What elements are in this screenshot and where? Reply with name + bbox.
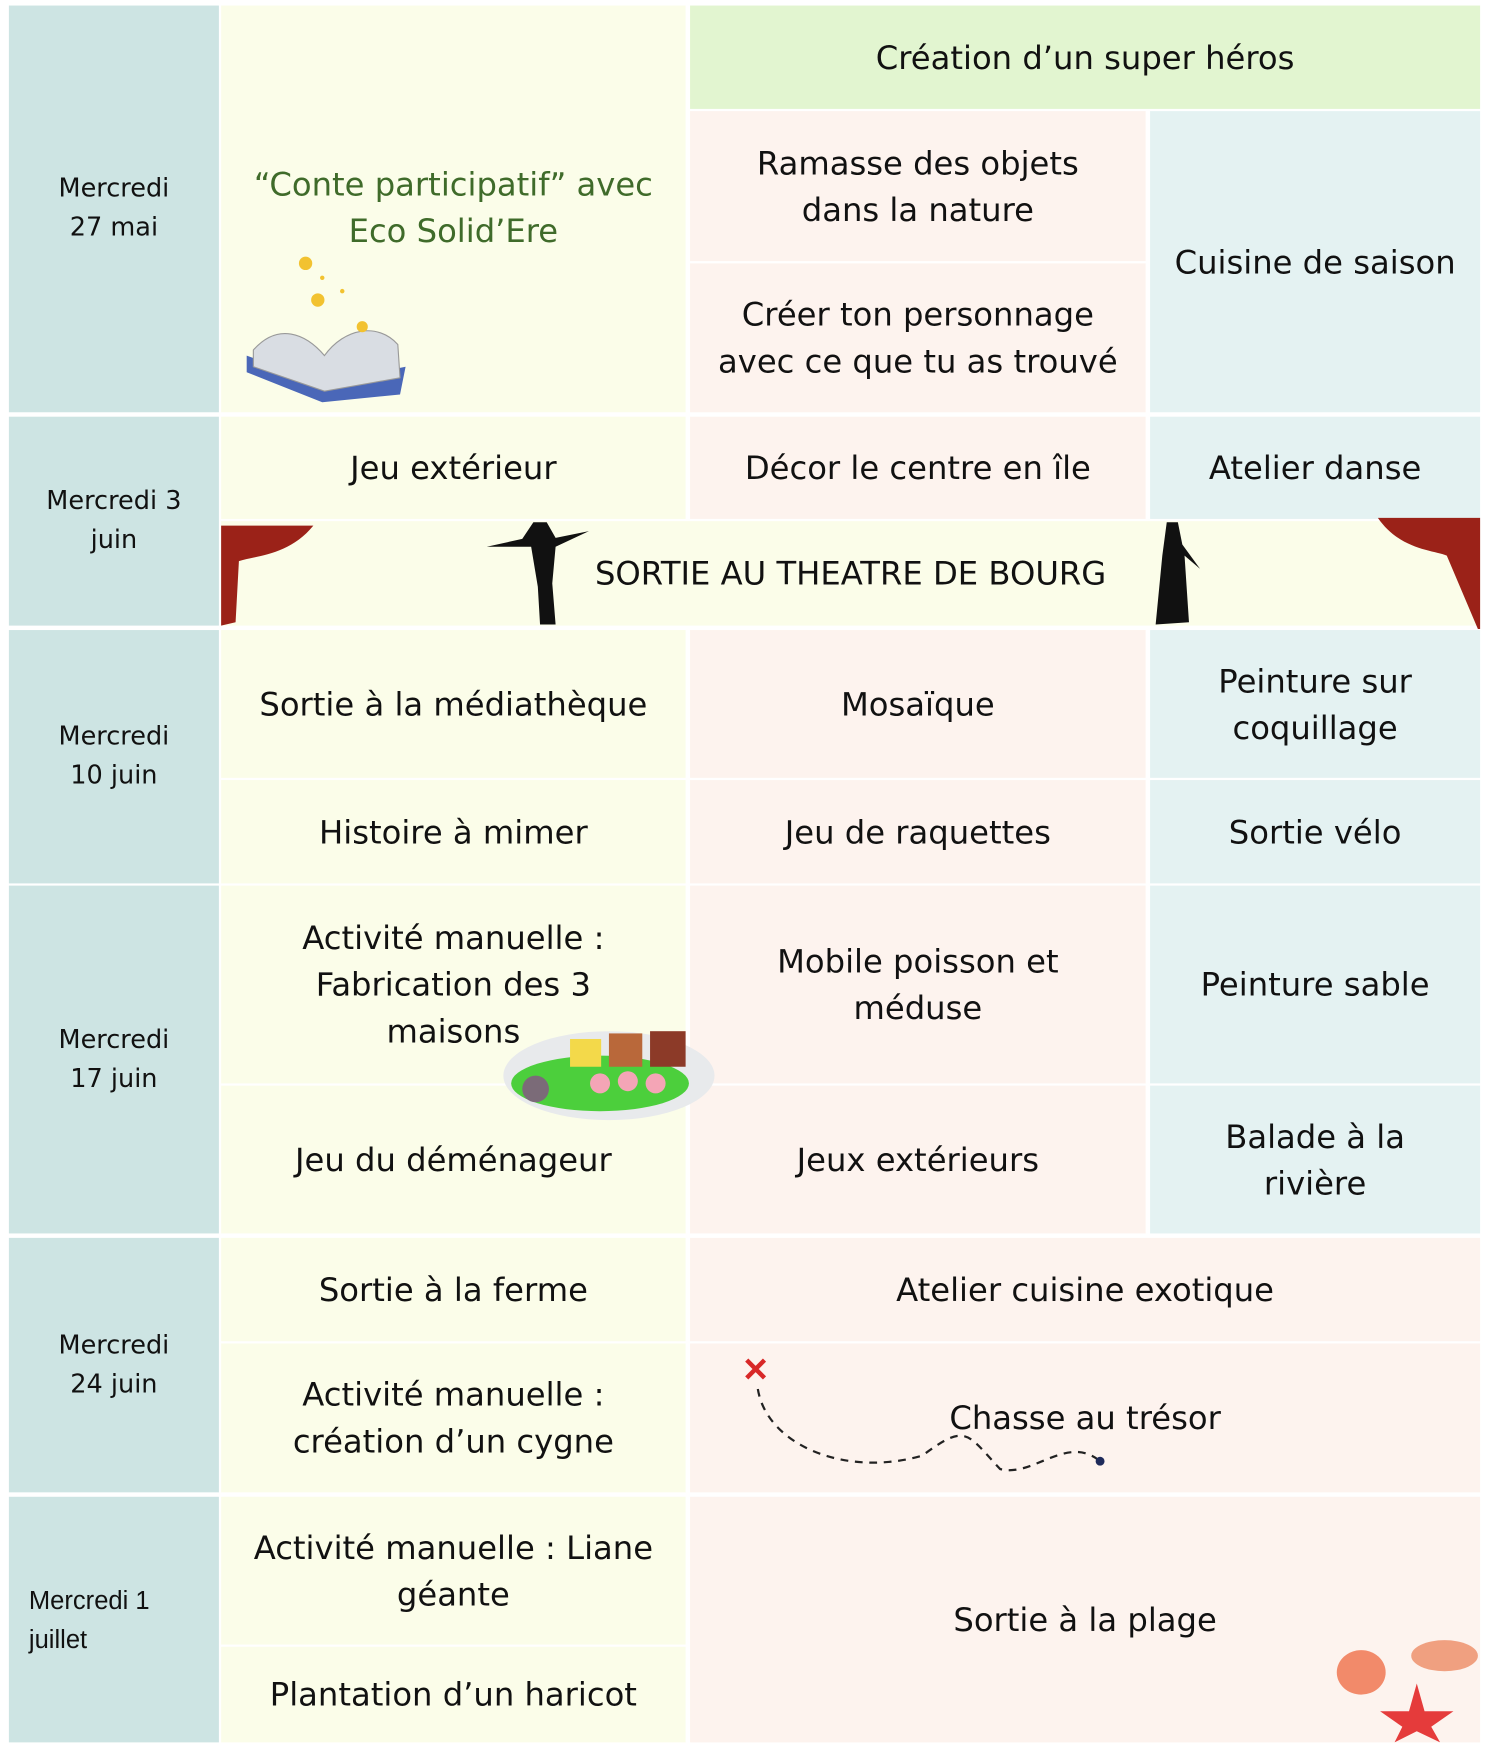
activity-cell: Jeux extérieurs — [690, 1085, 1146, 1234]
activity-cell: Activité manuelle : Liane géante — [221, 1496, 686, 1645]
date-cell: Mercredi 24 juin — [8, 1237, 219, 1493]
date-cell: Mercredi 27 mai — [8, 5, 219, 413]
date-cell: Mercredi 10 juin — [8, 630, 219, 884]
activity-cell: Plantation d’un haricot — [221, 1646, 686, 1743]
activity-cell: SORTIE AU THEATRE DE BOURG — [221, 521, 1481, 626]
activity-cell: Mosaïque — [690, 630, 1146, 778]
activity-cell: Sortie à la ferme — [221, 1237, 686, 1342]
activity-cell: Décor le centre en île — [690, 416, 1146, 519]
date-cell: Mercredi 17 juin — [8, 885, 219, 1234]
activity-cell: Ramasse des objets dans la nature — [690, 111, 1146, 262]
activity-cell: Créer ton personnage avec ce que tu as t… — [690, 263, 1146, 413]
activity-cell: Jeu de raquettes — [690, 780, 1146, 884]
activity-cell: Activité manuelle : Fabrication des 3 ma… — [221, 885, 686, 1084]
activity-cell: Sortie vélo — [1150, 780, 1481, 884]
activity-cell: Mobile poisson et méduse — [690, 885, 1146, 1084]
activity-cell: Balade à la rivière — [1150, 1085, 1481, 1234]
activity-cell: Histoire à mimer — [221, 780, 686, 884]
activity-cell: Peinture sur coquillage — [1150, 630, 1481, 778]
date-cell: Mercredi 3 juin — [8, 416, 219, 626]
date-cell: Mercredi 1 juillet — [8, 1496, 219, 1743]
activity-cell: Jeu extérieur — [221, 416, 686, 519]
activity-cell: “Conte participatif” avec Eco Solid’Ere — [221, 5, 686, 413]
activity-cell: Activité manuelle : création d’un cygne — [221, 1343, 686, 1493]
activity-cell: Atelier danse — [1150, 416, 1481, 519]
activity-cell: Peinture sable — [1150, 885, 1481, 1084]
activity-cell: Jeu du déménageur — [221, 1085, 686, 1234]
activity-cell: Cuisine de saison — [1150, 111, 1481, 413]
activity-cell: Atelier cuisine exotique — [690, 1237, 1481, 1342]
activity-cell: Sortie à la médiathèque — [221, 630, 686, 778]
activity-cell: Création d’un super héros — [690, 5, 1481, 109]
activity-cell: Sortie à la plage — [690, 1496, 1481, 1743]
activity-cell: Chasse au trésor — [690, 1343, 1481, 1493]
